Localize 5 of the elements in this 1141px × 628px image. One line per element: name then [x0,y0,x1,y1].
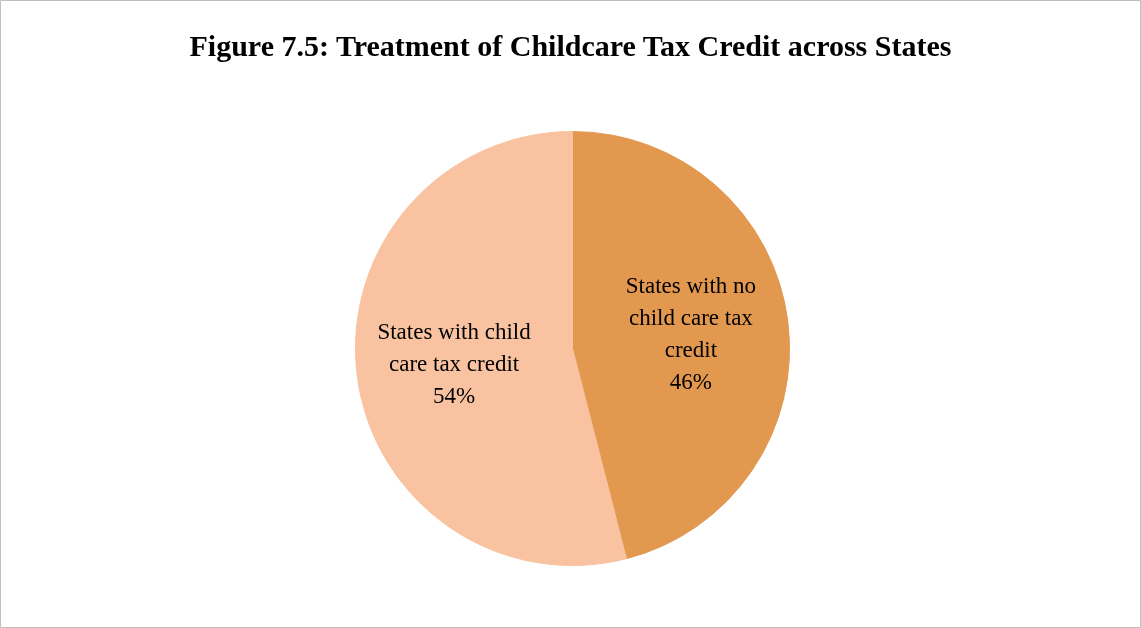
data-label: 54% [433,382,476,408]
slice-label: States with no child care tax credit [625,273,757,363]
chart-title: Figure 7.5: Treatment of Childcare Tax Credit across States [189,29,952,62]
data-label: 46% [669,369,712,395]
slice-label: States with child care tax credit [377,318,532,376]
